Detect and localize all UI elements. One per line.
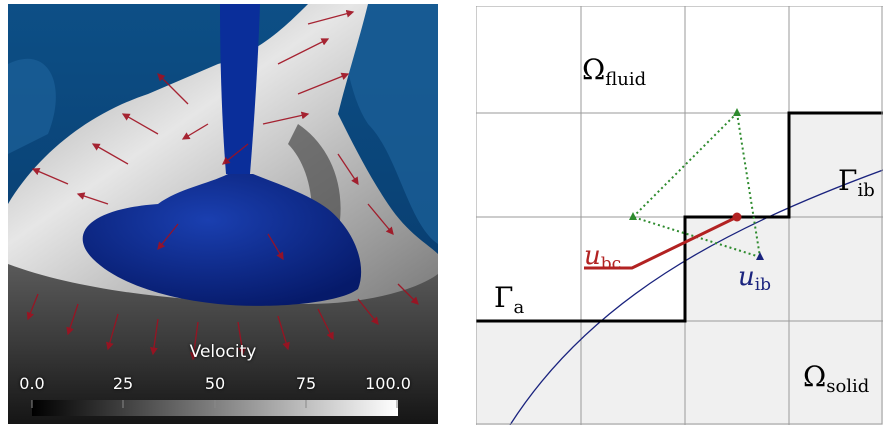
colorbar-title: Velocity bbox=[189, 342, 257, 362]
omega-fluid-label: Ωfluid bbox=[582, 53, 646, 90]
colorbar-tick-label: 25 bbox=[112, 374, 134, 393]
stencil-node bbox=[629, 212, 637, 220]
colorbar-tick-label: 75 bbox=[295, 374, 317, 393]
stencil-node bbox=[733, 108, 741, 116]
u-bc-line bbox=[584, 215, 738, 270]
valve-head bbox=[82, 174, 362, 306]
flow-render bbox=[8, 4, 438, 424]
schematic-svg: Ωfluid Ωsolid Γib Γa ubc uib bbox=[476, 6, 883, 425]
gamma-a-label: Γa bbox=[494, 281, 524, 318]
u-ib-label: uib bbox=[738, 262, 771, 295]
gamma-ib-label: Γib bbox=[838, 164, 875, 201]
colorbar-tick-label: 100.0 bbox=[365, 374, 411, 393]
colorbar-tick-label: 50 bbox=[204, 374, 226, 393]
omega-solid-label: Ωsolid bbox=[803, 360, 869, 397]
velocity-visualization: Velocity 0.0 25 50 75 100.0 bbox=[8, 4, 438, 424]
u-ib-point bbox=[756, 252, 764, 260]
colorbar-tick-label: 0.0 bbox=[19, 374, 45, 393]
u-bc-point bbox=[732, 212, 742, 222]
floor-surface bbox=[8, 264, 438, 424]
immersed-boundary-schematic: Ωfluid Ωsolid Γib Γa ubc uib bbox=[470, 0, 883, 425]
velocity-arrows bbox=[26, 9, 419, 361]
u-bc-label: ubc bbox=[584, 241, 621, 274]
valve-stem bbox=[220, 4, 260, 174]
solid-region bbox=[476, 113, 883, 425]
immersed-boundary-curve bbox=[509, 169, 883, 425]
colorbar-ticks bbox=[31, 400, 398, 408]
